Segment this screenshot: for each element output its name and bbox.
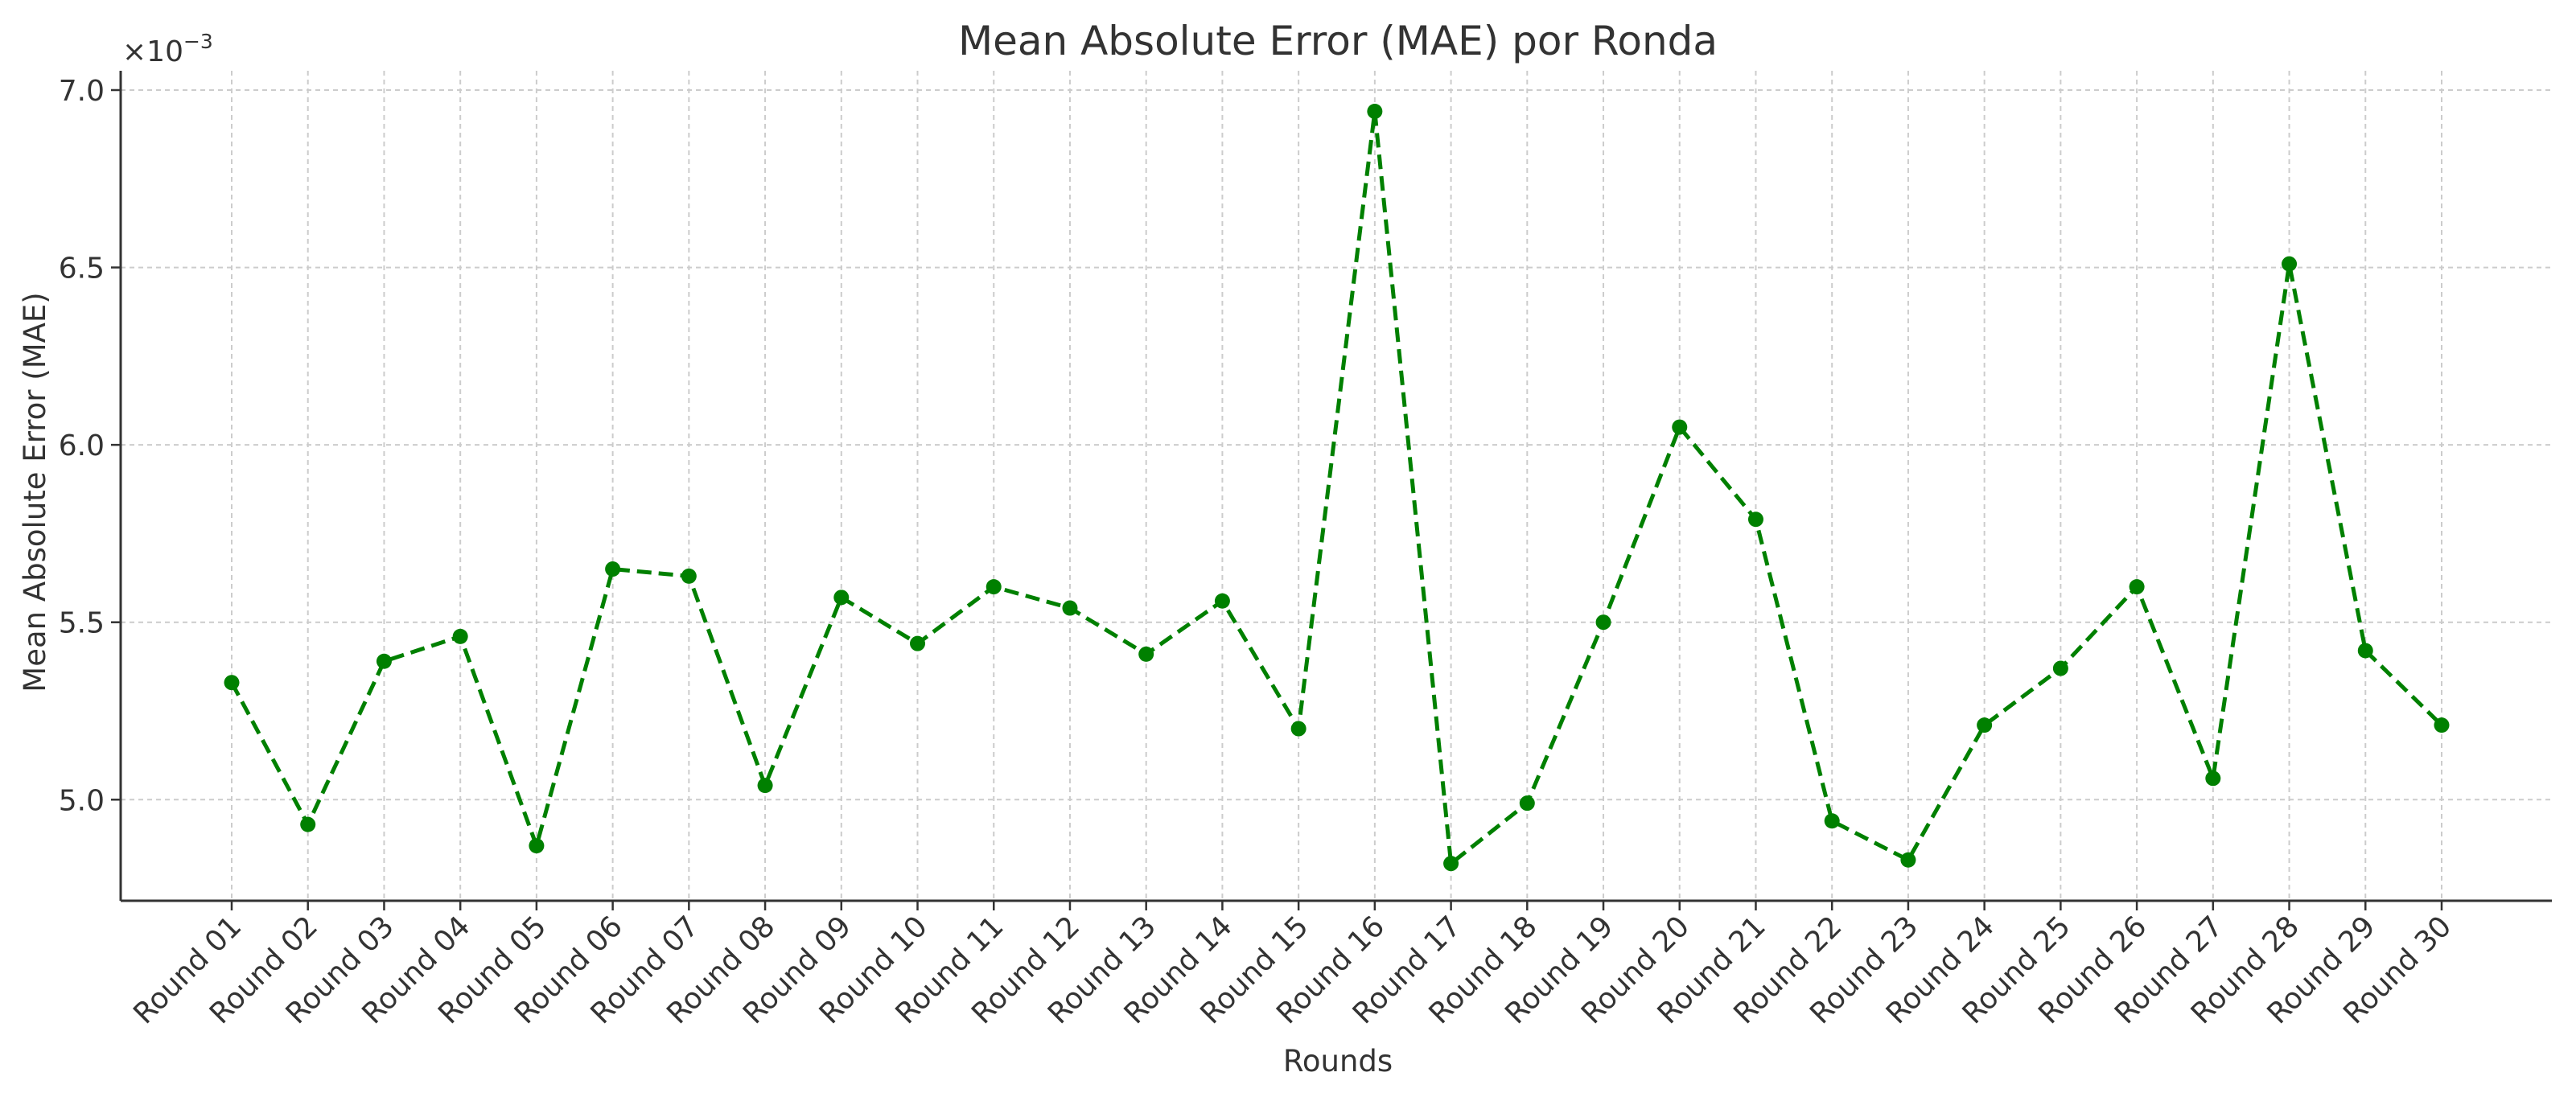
data-point	[1672, 419, 1688, 435]
y-tick-label: 5.5	[59, 607, 105, 640]
y-axis-title: Mean Absolute Error (MAE)	[18, 292, 52, 692]
data-point	[910, 635, 926, 651]
data-point	[529, 838, 545, 854]
y-tick-label: 6.0	[59, 429, 105, 462]
data-point	[2129, 579, 2145, 595]
y-tick-label: 5.0	[59, 784, 105, 817]
data-point	[1519, 795, 1535, 811]
y-offset-exponent: −3	[183, 30, 213, 53]
data-point	[1062, 600, 1078, 616]
data-point	[757, 778, 773, 794]
data-point	[1595, 614, 1611, 631]
data-point	[224, 675, 240, 691]
data-point	[2205, 770, 2221, 787]
data-point	[1367, 103, 1383, 119]
chart-title: Mean Absolute Error (MAE) por Ronda	[958, 18, 1718, 64]
data-point	[681, 568, 697, 584]
data-point	[2357, 643, 2373, 659]
y-offset-base: ×10	[122, 35, 183, 68]
grid-lines	[121, 71, 2552, 901]
data-point	[1824, 813, 1840, 829]
data-point	[300, 816, 316, 832]
data-point	[986, 579, 1002, 595]
y-tick-label: 7.0	[59, 75, 105, 108]
data-point	[1977, 717, 1993, 733]
x-axis-title: Rounds	[1283, 1044, 1393, 1079]
data-point	[1747, 512, 1763, 528]
series-line	[229, 109, 2443, 866]
series-layer	[224, 103, 2450, 872]
data-point	[2434, 717, 2450, 733]
data-point	[1138, 646, 1154, 662]
data-point	[452, 628, 468, 644]
y-tick-label: 6.5	[59, 253, 105, 286]
data-point	[1900, 852, 1916, 868]
data-point	[376, 653, 392, 669]
y-offset-label: ×10−3	[122, 30, 213, 68]
data-point	[2282, 256, 2298, 272]
data-point	[1214, 593, 1230, 609]
data-point	[1443, 856, 1459, 872]
data-point	[605, 561, 621, 577]
data-point	[2052, 660, 2068, 676]
data-point	[833, 590, 850, 606]
data-point	[1290, 721, 1307, 737]
axes	[111, 71, 2552, 910]
